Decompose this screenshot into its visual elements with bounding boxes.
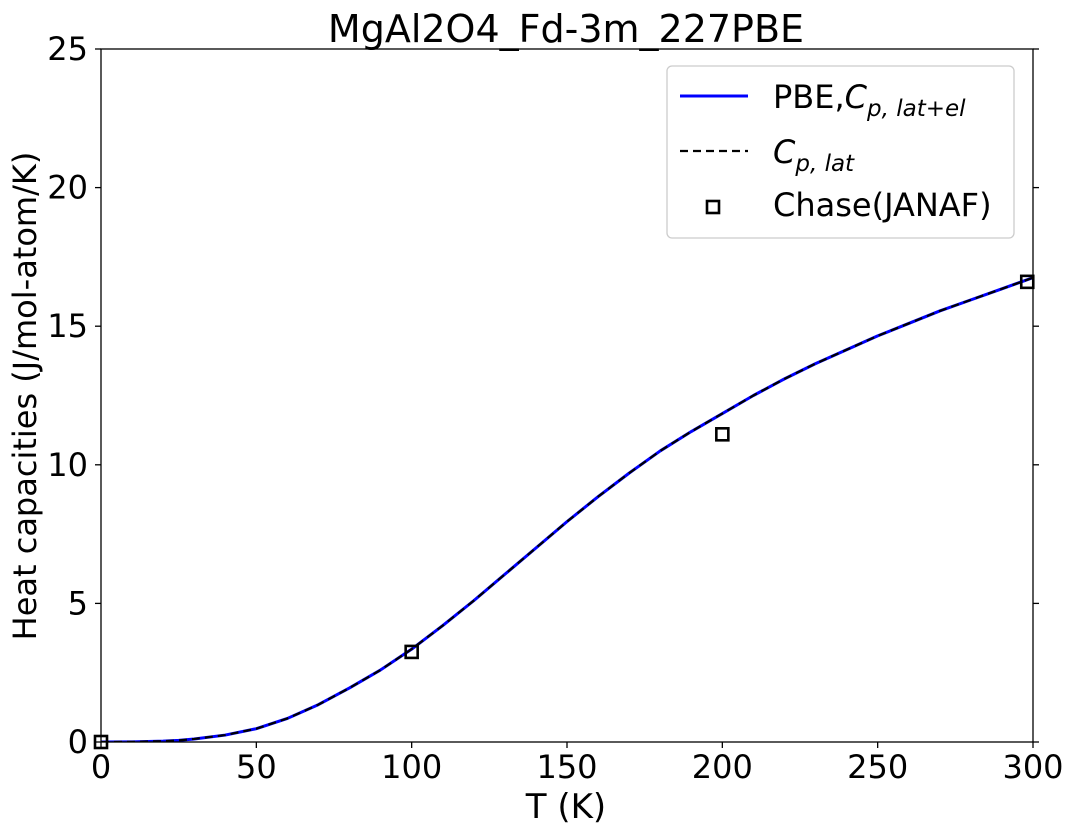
legend-label-text: PBE,: [773, 78, 845, 116]
y-tick-label: 15: [47, 307, 88, 345]
y-tick-label: 5: [68, 584, 88, 622]
x-tick-label: 0: [91, 748, 111, 786]
x-tick-label: 300: [1002, 748, 1063, 786]
series-line-pbe: [101, 276, 1033, 742]
y-tick-label: 20: [47, 169, 88, 207]
legend-box: [666, 65, 1015, 239]
legend-swatch-chase-janaf: [705, 199, 721, 215]
legend-label-subscript: p, lat: [794, 151, 855, 177]
chart-title: MgAl2O4_Fd-3m_227PBE: [328, 7, 804, 51]
marker-chase-janaf: [715, 427, 730, 442]
legend-label-symbol: C: [773, 133, 796, 171]
y-tick-label: 25: [47, 30, 88, 68]
plot-area: [93, 274, 1035, 750]
axes-frame: [100, 48, 1034, 743]
legend-label: PBE,Cp, lat+el: [773, 78, 966, 122]
marker-chase-janaf: [404, 644, 419, 660]
x-tick-label: 200: [692, 748, 753, 786]
series-line-cp-lat: [101, 276, 1033, 742]
legend-label-text: Chase(JANAF): [773, 186, 992, 224]
legend-label: Chase(JANAF): [773, 186, 992, 224]
axis-ticks: 0 50 100 150 200 250 300 0 5 10 15 20 25: [47, 30, 1063, 786]
x-tick-label: 150: [536, 748, 597, 786]
x-tick-label: 100: [381, 748, 442, 786]
y-tick-label: 10: [47, 446, 88, 484]
x-axis-label: T (K): [525, 787, 606, 827]
y-tick-label: 0: [68, 723, 88, 761]
x-tick-label: 50: [236, 748, 277, 786]
legend-label-symbol: C: [845, 78, 868, 116]
y-axis-label: Heat capacities (J/mol-atom/K): [6, 152, 44, 641]
x-tick-label: 250: [847, 748, 908, 786]
legend-label-subscript: p, lat+el: [866, 96, 966, 122]
legend-label: Cp, lat: [773, 133, 855, 177]
